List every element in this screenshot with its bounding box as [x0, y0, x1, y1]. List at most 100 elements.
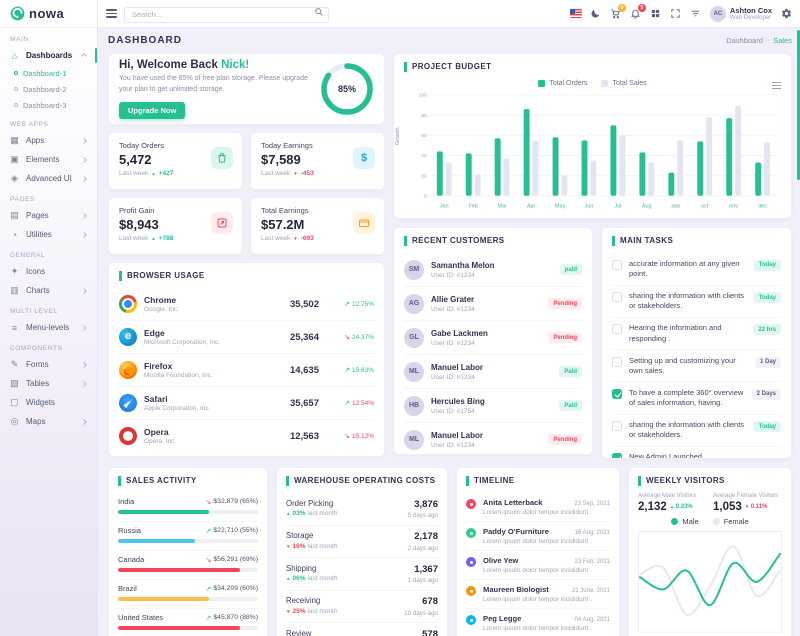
chevron-icon — [81, 380, 87, 387]
user-name: Ashton Cox — [729, 6, 772, 15]
task-checkbox[interactable] — [612, 356, 622, 367]
task-checkbox[interactable] — [612, 421, 622, 432]
male-visitors-stat: Average Male Visitors 2,132 0.23% — [638, 493, 707, 513]
stat-label: Total Earnings — [261, 206, 309, 215]
chevron-icon — [81, 52, 87, 59]
sidebar-subitem[interactable]: Dashboard-2 — [0, 81, 97, 97]
customer-name: Allie Grater — [431, 295, 475, 305]
sidebar-item-tables[interactable]: ▧ Tables — [0, 374, 97, 393]
sidebar-item-icons[interactable]: ✦ Icons — [0, 262, 97, 281]
customer-row[interactable]: ML Manuel Labor User ID: #1234 Paid — [404, 355, 582, 390]
timeline-dot-icon — [466, 499, 476, 510]
customer-name: Manuel Labor — [431, 431, 484, 441]
customer-row[interactable]: GL Gabe Lackmen User ID: #1234 Pending — [404, 321, 582, 356]
sidebar-section-label: PAGES — [10, 196, 35, 203]
sidebar-item-home[interactable]: ⌂ Dashboards — [0, 46, 97, 65]
customer-id: User ID: #1234 — [431, 373, 475, 381]
bullet-icon — [14, 71, 18, 75]
sidebar-subitem[interactable]: Dashboard-1 — [0, 65, 97, 81]
orders-bag-icon — [211, 147, 233, 169]
sidebar-item-charts[interactable]: ▥ Charts — [0, 281, 97, 300]
legend-total-orders[interactable]: Total Orders — [538, 80, 587, 88]
task-checkbox[interactable] — [612, 453, 622, 458]
task-checkbox[interactable] — [612, 292, 622, 303]
legend-male[interactable]: Male — [671, 517, 699, 526]
svg-text:Jun: Jun — [585, 204, 594, 210]
cost-value: 578 — [422, 628, 438, 636]
scrollbar[interactable] — [797, 30, 800, 180]
cost-ago: 2 days ago — [407, 544, 438, 552]
sidebar-item-advanced-ui[interactable]: ◈ Advanced UI — [0, 169, 97, 188]
task-checkbox[interactable] — [612, 259, 622, 270]
trend-up-icon — [670, 504, 674, 510]
sidebar-item-menu-levels[interactable]: ≡ Menu-levels — [0, 318, 97, 337]
fullscreen-icon[interactable] — [670, 8, 682, 20]
trend-caret-icon — [286, 575, 290, 582]
customer-row[interactable]: SM Samantha Melon User ID: #1234 paid — [404, 253, 582, 288]
language-flag-icon[interactable] — [569, 9, 582, 18]
svg-text:100: 100 — [419, 93, 427, 99]
settings-gear-icon[interactable] — [780, 8, 792, 20]
search-input[interactable] — [124, 6, 329, 23]
stat-card-total-earnings: Total Earnings $57.2M Last week -693 — [250, 197, 385, 255]
trend-arrow-icon — [344, 432, 350, 440]
welcome-user-name: Nick! — [221, 59, 250, 72]
browser-usage-list: Chrome Google, Inc. 35,502 12.75% — [119, 288, 374, 452]
search — [124, 4, 329, 23]
sidebar-item-apps[interactable]: ▦ Apps — [0, 131, 97, 150]
browser-row[interactable]: Firefox Mozilla Foundation, Inc. 14,635 … — [119, 354, 374, 388]
warehouse-row: Storage 16% last month 2,178 2 days ago — [286, 526, 438, 559]
sidebar-item-elements[interactable]: ▣ Elements — [0, 150, 97, 169]
breadcrumb-parent[interactable]: Dashboard — [726, 36, 763, 45]
customer-row[interactable]: HB Hercules Bing User ID: #1754 Paid — [404, 389, 582, 424]
task-text: accurate information at any given point. — [629, 258, 740, 279]
legend-total-sales[interactable]: Total Sales — [601, 80, 647, 88]
sales-activity-list: India $32,879 (65%) Rus — [118, 493, 258, 636]
task-checkbox[interactable] — [612, 324, 622, 335]
cart-icon[interactable]: 5 — [610, 3, 626, 20]
browser-usage-card: BROWSER USAGE Chrome Google, Inc. 35,502 — [108, 262, 385, 458]
stat-week: Last week -693 — [261, 235, 374, 242]
sidebar-item-icon: ⌂ — [11, 50, 18, 61]
sidebar-item-maps[interactable]: ◎ Maps — [0, 412, 97, 431]
menu-toggle-icon[interactable] — [106, 7, 117, 19]
dark-mode-moon-icon[interactable] — [590, 8, 602, 20]
chart-menu-icon[interactable] — [772, 80, 781, 90]
browser-row[interactable]: Edge Microsoft Corporation, Inc. 25,364 … — [119, 321, 374, 355]
sidebar-subitem-label: Dashboard-2 — [23, 84, 67, 94]
browser-row[interactable]: Safari Apple Corporation, Inc. 35,657 12… — [119, 387, 374, 421]
filter-icon[interactable] — [690, 8, 702, 20]
sidebar-item-icon: ▣ — [10, 154, 19, 164]
country-label: Russia — [118, 526, 141, 536]
brand-logo[interactable]: nowa — [0, 0, 97, 28]
sidebar-item-pages[interactable]: ▤ Pages — [0, 206, 97, 225]
warehouse-row: Receiving 25% last month 678 10 days ago — [286, 591, 438, 624]
browser-row[interactable]: Chrome Google, Inc. 35,502 12.75% — [119, 288, 374, 322]
browser-trend: 15.63% — [326, 366, 374, 374]
timeline-desc: Lorem ipsum dolor tempor incididunt . — [483, 538, 592, 546]
svg-text:Jan: Jan — [440, 204, 449, 210]
sidebar-item-forms[interactable]: ✎ Forms — [0, 355, 97, 374]
browser-row[interactable]: Opera Opera, Inc. 12,563 15.12% — [119, 420, 374, 452]
search-icon[interactable] — [314, 7, 324, 17]
sidebar-item-widgets[interactable]: ▢ Widgets — [0, 393, 97, 412]
sidebar-item-label: Dashboards — [26, 51, 73, 60]
task-badge: 2 Days — [751, 388, 781, 400]
timeline-desc: Lorem ipsum dolor tempor incididunt . — [483, 509, 592, 517]
user-menu[interactable]: AC Ashton Cox Web Developer — [709, 5, 772, 22]
task-checkbox[interactable] — [612, 388, 622, 399]
sidebar-item-icon: ▥ — [10, 285, 19, 295]
task-row: Hearing the information and responding .… — [612, 318, 781, 351]
bullet-icon — [14, 87, 18, 91]
customer-row[interactable]: AG Allie Grater User ID: #1234 Pending — [404, 287, 582, 322]
customer-id: User ID: #1234 — [431, 271, 475, 279]
customer-row[interactable]: ML Manuel Labor User ID: #1234 Pending — [404, 423, 582, 454]
upgrade-now-button[interactable]: Upgrade Now — [119, 101, 186, 119]
legend-female[interactable]: Female — [712, 517, 749, 526]
sidebar-item-utilities[interactable]: ◔ Utilities — [0, 225, 97, 244]
sidebar-subitem[interactable]: Dashboard-3 — [0, 97, 97, 113]
apps-grid-icon[interactable] — [650, 8, 662, 20]
notifications-bell-icon[interactable]: 5 — [630, 3, 646, 20]
browser-trend: 12.54% — [326, 399, 374, 407]
browser-trend: 24.37% — [326, 333, 374, 341]
